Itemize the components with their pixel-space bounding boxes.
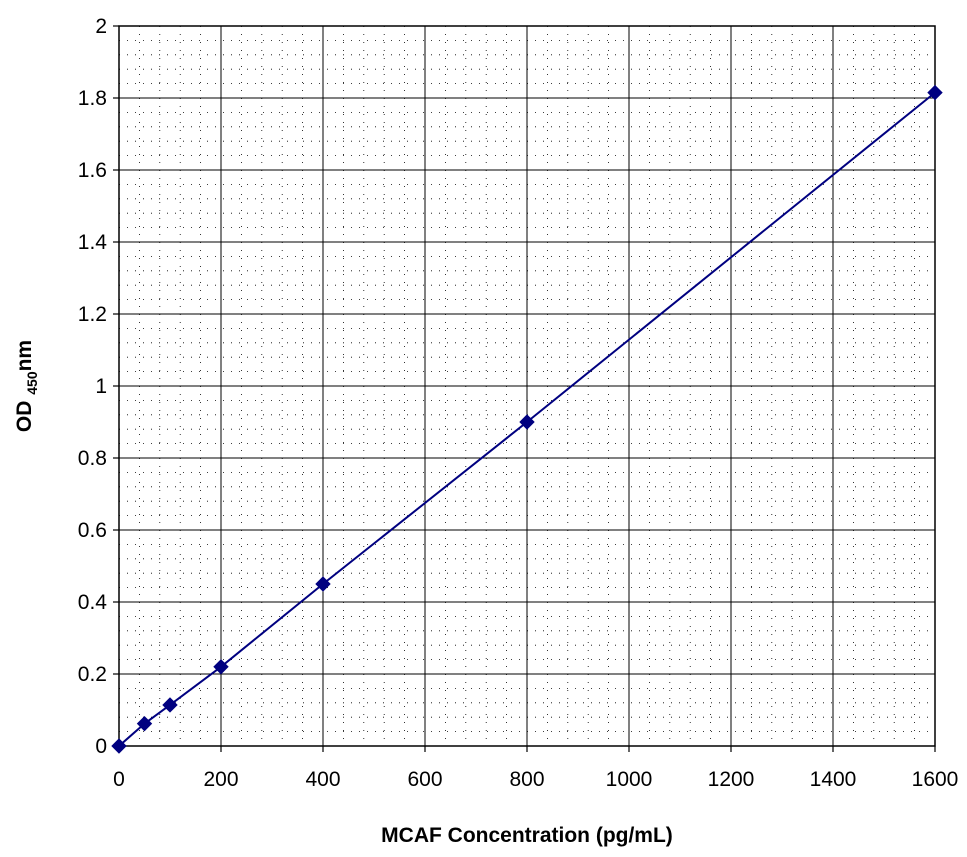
x-tick-label: 1600 (912, 768, 959, 791)
data-point-marker (927, 84, 943, 101)
data-point-marker (136, 715, 153, 732)
data-point-marker (315, 576, 331, 592)
y-tick-labels: 0 0.2 0.4 0.6 0.8 1 1.2 1.4 1.6 1.8 2 (78, 15, 119, 758)
x-tick-label: 1200 (708, 768, 755, 791)
y-axis-title-subscript: 450 (24, 371, 40, 395)
y-axis-title-suffix: nm (13, 340, 36, 372)
y-tick-label: 0.4 (78, 591, 108, 614)
x-tick-label: 1400 (810, 768, 857, 791)
y-tick-label: 0 (95, 735, 107, 758)
data-point-marker (519, 414, 535, 430)
y-tick-label: 2 (95, 15, 107, 38)
y-axis-title-prefix: OD (13, 395, 36, 432)
major-grid (118, 25, 936, 747)
y-tick-label: 1.4 (78, 231, 108, 254)
data-point-marker (213, 659, 229, 675)
data-point-marker (111, 738, 127, 754)
y-axis-title: OD 450nm (13, 340, 40, 432)
x-axis-title: MCAF Concentration (pg/mL) (381, 824, 673, 847)
y-tick-label: 0.2 (78, 663, 107, 686)
x-tick-label: 200 (203, 768, 238, 791)
y-tick-label: 1.2 (78, 303, 107, 326)
y-tick-label: 0.8 (78, 447, 107, 470)
y-tick-label: 1.6 (78, 159, 107, 182)
x-tick-label: 400 (305, 768, 340, 791)
x-tick-labels: 0 200 400 600 800 1000 1200 1400 1600 (113, 746, 958, 791)
y-tick-label: 1 (95, 375, 107, 398)
x-tick-label: 800 (509, 768, 544, 791)
y-tick-label: 0.6 (78, 519, 107, 542)
x-tick-label: 600 (407, 768, 442, 791)
x-tick-label: 1000 (606, 768, 653, 791)
series-layer (111, 84, 943, 754)
x-tick-label: 0 (113, 768, 125, 791)
data-point-marker (162, 697, 178, 713)
y-tick-label: 1.8 (78, 87, 107, 110)
